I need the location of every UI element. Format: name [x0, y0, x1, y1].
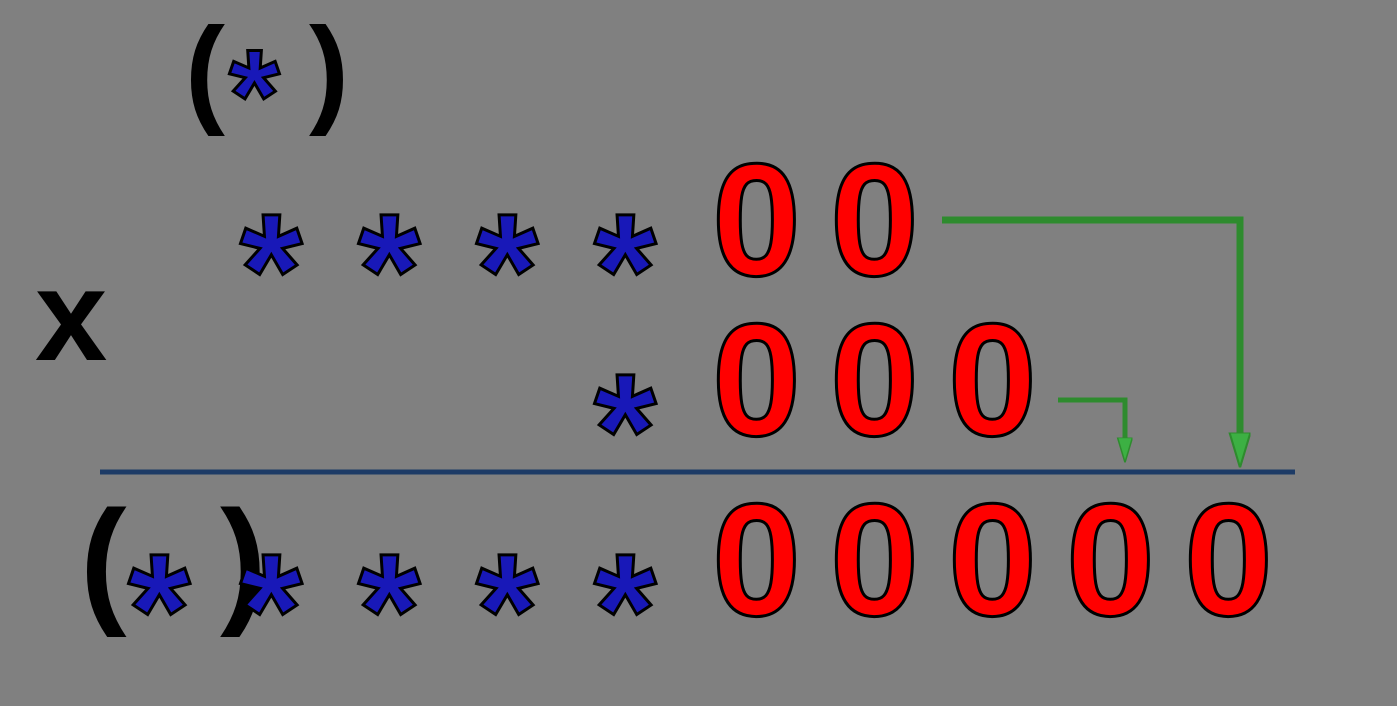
- product-digit-4: 0: [712, 480, 801, 640]
- product-digit-8: 0: [1184, 480, 1273, 640]
- multiplicand-digit-3: *: [594, 190, 656, 350]
- carry-close-paren: ): [309, 10, 349, 130]
- multiplicand-digit-2: *: [476, 190, 538, 350]
- multiplicand-digit-5: 0: [830, 140, 919, 300]
- product-digit-0: *: [240, 530, 302, 690]
- multiplicand-digit-4: 0: [712, 140, 801, 300]
- multiplier-digit-3: 0: [948, 300, 1037, 460]
- multiply-operator: x: [35, 250, 107, 380]
- multiplication-diagram: (*)****00x*000(*)****00000: [0, 0, 1397, 706]
- multiplicand-digit-1: *: [358, 190, 420, 350]
- product-leading-star: *: [128, 530, 190, 690]
- product-digit-3: *: [594, 530, 656, 690]
- carry-star: *: [229, 30, 280, 160]
- product-digit-5: 0: [830, 480, 919, 640]
- zero-carry-arrow-1: [1058, 400, 1125, 450]
- product-digit-6: 0: [948, 480, 1037, 640]
- product-digit-2: *: [476, 530, 538, 690]
- product-digit-1: *: [358, 530, 420, 690]
- multiplier-digit-1: 0: [712, 300, 801, 460]
- multiplicand-digit-0: *: [240, 190, 302, 350]
- multiplier-digit-0: *: [594, 350, 656, 510]
- multiplier-digit-2: 0: [830, 300, 919, 460]
- product-digit-7: 0: [1066, 480, 1155, 640]
- carry-open-paren: (: [185, 10, 225, 130]
- product-leading-open-paren: (: [80, 490, 127, 630]
